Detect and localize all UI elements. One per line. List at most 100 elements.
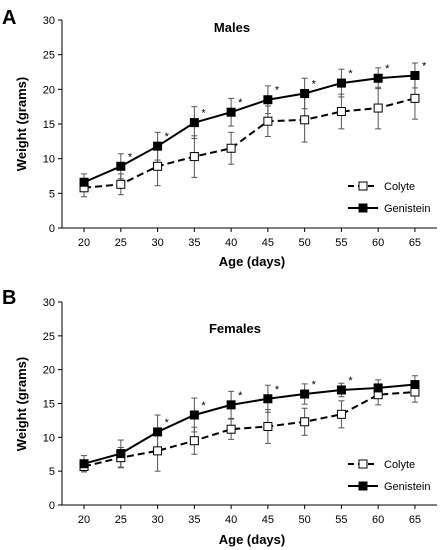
panel-a-series-genistein-point <box>117 162 125 170</box>
panel-a-series-colyte-point <box>337 108 345 116</box>
panel-a-y-tick-label: 10 <box>43 154 55 166</box>
panel-a-series-colyte-point <box>374 104 382 112</box>
panel-b-series-genistein-point <box>117 450 125 458</box>
panel-a-series-colyte-point <box>227 144 235 152</box>
panel-b-legend-colyte-label: Colyte <box>384 459 415 471</box>
panel-b-series-colyte-point <box>337 410 345 418</box>
panel-a-y-axis-label: Weight (grams) <box>14 77 29 171</box>
panel-b-series-colyte-line <box>84 392 415 466</box>
panel-b-series-genistein-point <box>337 386 345 394</box>
panel-a-x-tick-label: 30 <box>151 237 163 249</box>
panel-a-title: Males <box>214 20 250 35</box>
panel-b-x-tick-label: 35 <box>188 514 200 526</box>
panel-b-x-axis-label: Age (days) <box>219 532 285 547</box>
panel-b-legend-colyte-marker <box>359 460 367 468</box>
panel-b-significance-marker: * <box>201 400 206 412</box>
panel-a-series-colyte-point <box>264 117 272 125</box>
panel-a-significance-marker: * <box>165 131 170 143</box>
panel-b-significance-marker: * <box>165 417 170 429</box>
panel-b-letter: B <box>2 287 16 309</box>
panel-b-y-tick-label: 20 <box>43 365 55 377</box>
panel-b-significance-marker: * <box>238 390 243 402</box>
panel-b-y-tick-label: 10 <box>43 432 55 444</box>
panel-b-series-colyte-point <box>264 423 272 431</box>
panel-b-legend-genistein-marker <box>359 482 367 490</box>
panel-a-x-axis-label: Age (days) <box>219 254 285 269</box>
panel-a-series-colyte-point <box>117 180 125 188</box>
panel-b-significance-marker: * <box>348 375 353 387</box>
panel-b-series-genistein-point <box>374 384 382 392</box>
panel-b-x-tick-label: 55 <box>335 514 347 526</box>
panel-b-x-tick-label: 45 <box>262 514 274 526</box>
panel-b-series-genistein-point <box>154 428 162 436</box>
panel-b-females: B Females Age (days) Weight (grams) 0 5 10… <box>2 287 437 547</box>
panel-a-significance-marker: * <box>275 85 280 97</box>
panel-b-y-tick-label: 0 <box>49 500 55 512</box>
panel-a-series-genistein-point <box>374 74 382 82</box>
panel-a-legend-genistein-marker <box>359 204 367 212</box>
panel-a-y-tick-label: 0 <box>49 223 55 235</box>
panel-a-series-genistein-point <box>80 178 88 186</box>
panel-b-x-tick-label: 20 <box>78 514 90 526</box>
panel-b-significance-marker: * <box>275 384 280 396</box>
panel-a-significance-marker: * <box>348 68 353 80</box>
panel-b-series-genistein-point <box>301 390 309 398</box>
panel-b-y-axis-label: Weight (grams) <box>14 357 29 451</box>
panel-b-x-tick-label: 40 <box>225 514 237 526</box>
panel-a-plot-area: 05101520253020253035404550556065********… <box>43 15 437 249</box>
panel-a-significance-marker: * <box>385 63 390 75</box>
panel-a-series-colyte-point <box>154 162 162 170</box>
panel-a-y-tick-label: 5 <box>49 188 55 200</box>
panel-b-series-genistein-point <box>80 460 88 468</box>
panel-b-x-tick-label: 60 <box>372 514 384 526</box>
panel-a-series-genistein-point <box>301 89 309 97</box>
panel-a-series-genistein-point <box>227 108 235 116</box>
panel-b-significance-marker: * <box>312 379 317 391</box>
panel-a-x-tick-label: 60 <box>372 237 384 249</box>
panel-a-significance-marker: * <box>238 97 243 109</box>
panel-a-significance-marker: * <box>422 60 427 72</box>
panel-a-series-genistein-point <box>337 79 345 87</box>
panel-a-series-genistein-point <box>264 96 272 104</box>
panel-b-series-genistein-point <box>227 401 235 409</box>
panel-a-series-colyte-point <box>411 94 419 102</box>
panel-a-x-tick-label: 65 <box>409 237 421 249</box>
panel-b-y-tick-label: 15 <box>43 399 55 411</box>
panel-b-y-tick-label: 25 <box>43 331 55 343</box>
panel-a-x-tick-label: 45 <box>262 237 274 249</box>
panel-b-series-colyte-point <box>301 418 309 426</box>
panel-a-series-genistein-point <box>154 142 162 150</box>
panel-b-series-genistein-line <box>84 385 415 464</box>
panel-a-series-genistein-line <box>84 75 415 182</box>
panel-a-series-genistein-point <box>190 119 198 127</box>
panel-a-x-tick-label: 50 <box>299 237 311 249</box>
panel-b-x-tick-label: 50 <box>299 514 311 526</box>
panel-b-series-genistein-point <box>411 381 419 389</box>
panel-a-significance-marker: * <box>312 78 317 90</box>
panel-a-series-colyte-line <box>84 98 415 187</box>
panel-a-males: A Males Age (days) Weight (grams) 0 5 10 15… <box>2 7 437 269</box>
panel-a-y-tick-label: 20 <box>43 84 55 96</box>
panel-b-legend-genistein-label: Genistein <box>384 481 430 493</box>
panel-a-y-tick-label: 25 <box>43 50 55 62</box>
panel-a-legend-genistein-label: Genistein <box>384 203 430 215</box>
panel-b-y-tick-label: 30 <box>43 297 55 309</box>
panel-b-x-tick-label: 65 <box>409 514 421 526</box>
panel-b-title: Females <box>209 321 261 336</box>
panel-a-y-tick-label: 15 <box>43 119 55 131</box>
panel-b-y-tick-label: 5 <box>49 466 55 478</box>
panel-b-x-tick-label: 30 <box>151 514 163 526</box>
panel-b-series-genistein-point <box>190 411 198 419</box>
panel-a-x-tick-label: 20 <box>78 237 90 249</box>
panel-a-series-colyte-point <box>190 153 198 161</box>
panel-a-significance-marker: * <box>128 151 133 163</box>
panel-b-series-genistein-point <box>264 395 272 403</box>
panel-a-letter: A <box>2 7 16 29</box>
panel-a-x-tick-label: 40 <box>225 237 237 249</box>
panel-a-x-tick-label: 55 <box>335 237 347 249</box>
panel-a-y-tick-label: 30 <box>43 15 55 27</box>
panel-b-series-colyte-point <box>227 425 235 433</box>
panel-a-legend-colyte-label: Colyte <box>384 181 415 193</box>
panel-a-x-tick-label: 25 <box>115 237 127 249</box>
